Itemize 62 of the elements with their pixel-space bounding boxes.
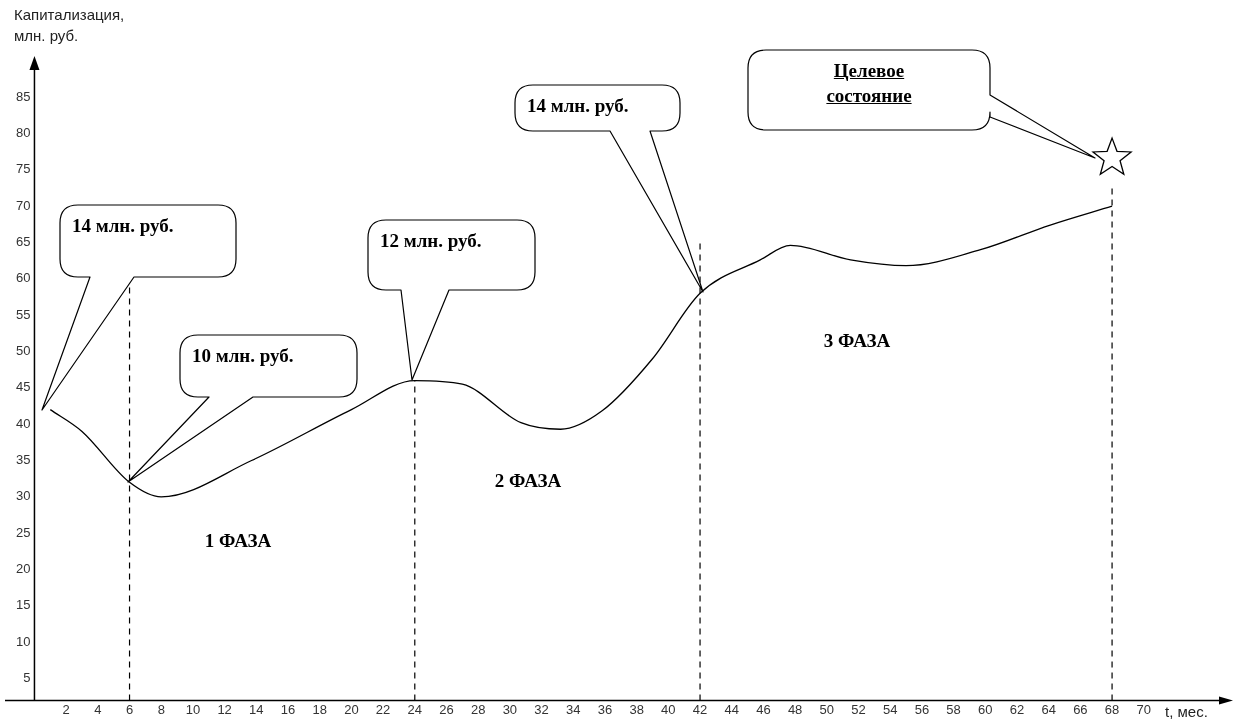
y-axis-title: Капитализация, млн. руб. xyxy=(14,6,125,44)
x-tick-label: 36 xyxy=(597,701,613,717)
y-tick-label: 75 xyxy=(15,161,31,177)
y-tick-label: 70 xyxy=(15,197,31,213)
x-tick-label: 10 xyxy=(185,701,201,717)
y-tick-label: 10 xyxy=(15,633,31,649)
x-tick-label: 24 xyxy=(407,701,423,717)
x-tick-label: 18 xyxy=(312,701,327,717)
y-tick-label: 65 xyxy=(15,234,31,250)
x-tick-label: 68 xyxy=(1104,701,1120,717)
x-tick-label: 28 xyxy=(470,701,486,717)
x-tick-label: 70 xyxy=(1136,701,1151,717)
x-tick-label: 20 xyxy=(344,701,359,717)
x-tick-label: 66 xyxy=(1073,701,1088,717)
x-tick-label: 12 xyxy=(217,701,232,717)
x-tick-label: 30 xyxy=(502,701,518,717)
annotation: 1 ФАЗА xyxy=(204,528,272,553)
x-tick-label: 16 xyxy=(280,701,296,717)
x-tick-label: 44 xyxy=(724,701,739,717)
x-tick-label: 54 xyxy=(882,701,898,717)
annotation: 2 ФАЗА xyxy=(494,468,562,493)
annotation: 14 млн. руб. xyxy=(72,214,174,238)
x-axis-title: t, мес. xyxy=(1165,703,1208,721)
x-tick-label: 2 xyxy=(62,701,70,717)
x-tick-label: 62 xyxy=(1009,701,1025,717)
x-tick-label: 40 xyxy=(661,701,676,717)
y-tick-label: 80 xyxy=(15,125,31,140)
x-tick-label: 26 xyxy=(439,701,454,717)
x-tick-label: 8 xyxy=(157,701,165,717)
x-tick-label: 58 xyxy=(946,701,961,717)
x-tick-label: 52 xyxy=(851,701,866,717)
x-tick-label: 4 xyxy=(94,701,102,717)
x-tick-label: 48 xyxy=(787,701,803,717)
x-tick-label: 50 xyxy=(819,701,835,717)
y-tick-label: 85 xyxy=(15,88,31,104)
annotation: Целевое состояние xyxy=(825,59,913,108)
annotation: 14 млн. руб. xyxy=(527,94,629,118)
y-tick-label: 50 xyxy=(15,343,31,359)
annotation: 10 млн. руб. xyxy=(192,344,294,368)
annotation: 3 ФАЗА xyxy=(823,328,891,353)
x-tick-label: 56 xyxy=(914,701,930,717)
y-tick-label: 20 xyxy=(15,561,31,577)
x-tick-label: 60 xyxy=(978,701,993,717)
x-tick-label: 14 xyxy=(249,701,264,717)
y-tick-label: 25 xyxy=(15,524,31,540)
y-tick-label: 5 xyxy=(23,670,31,686)
x-tick-label: 42 xyxy=(692,701,708,717)
annotation: 12 млн. руб. xyxy=(380,229,482,253)
y-tick-label: 35 xyxy=(15,452,31,468)
y-tick-label: 60 xyxy=(15,270,31,286)
y-tick-label: 40 xyxy=(15,415,31,431)
x-tick-label: 46 xyxy=(756,701,771,717)
y-tick-label: 15 xyxy=(15,597,31,613)
x-tick-label: 64 xyxy=(1041,701,1056,717)
x-tick-label: 22 xyxy=(375,701,391,717)
x-tick-label: 32 xyxy=(534,701,549,717)
x-tick-label: 34 xyxy=(566,701,581,717)
x-tick-label: 38 xyxy=(629,701,644,717)
y-tick-label: 30 xyxy=(15,488,31,504)
x-tick-label: 6 xyxy=(125,701,134,717)
y-tick-label: 45 xyxy=(15,379,31,395)
y-tick-label: 55 xyxy=(15,306,31,322)
